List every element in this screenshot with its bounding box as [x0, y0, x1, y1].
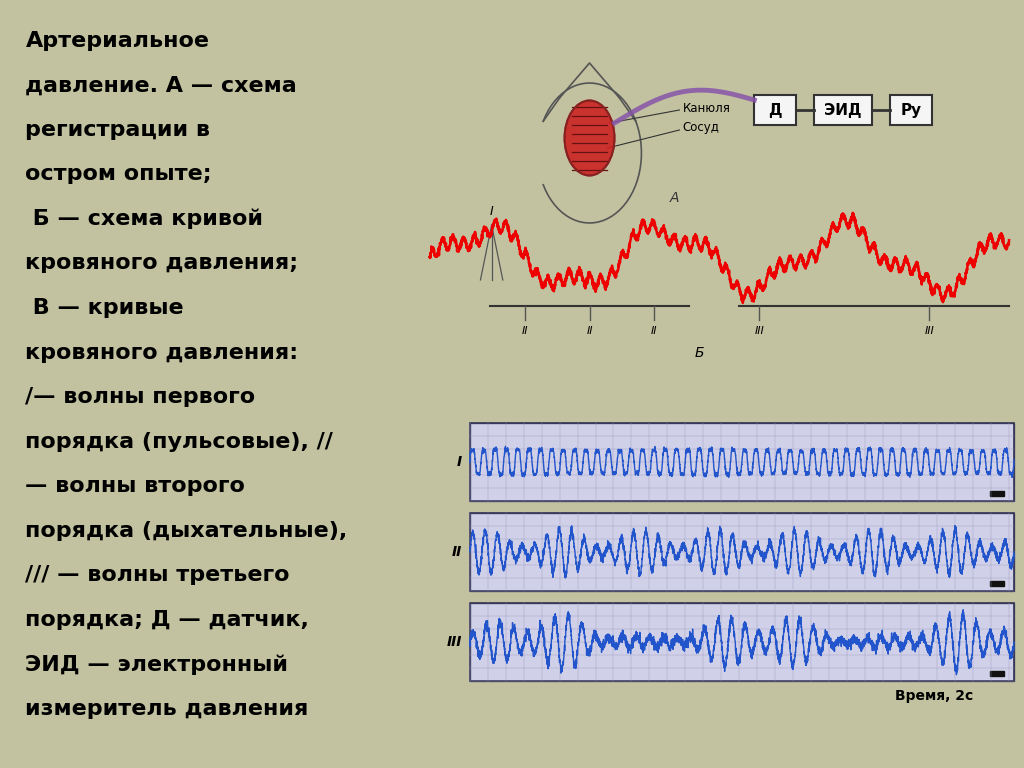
Text: остром опыте;: остром опыте;: [26, 164, 212, 184]
Bar: [470, 603, 1014, 681]
Text: порядка (пульсовые), //: порядка (пульсовые), //: [26, 432, 334, 452]
Text: Б — схема кривой: Б — схема кривой: [26, 209, 263, 230]
Text: /// — волны третьего: /// — волны третьего: [26, 565, 290, 585]
Text: Время, 2с: Время, 2с: [895, 689, 973, 703]
Bar: [755, 95, 797, 125]
Bar: [990, 491, 1004, 496]
Text: порядка; Д — датчик,: порядка; Д — датчик,: [26, 610, 309, 630]
Text: регистрации в: регистрации в: [26, 120, 211, 140]
Text: давление. А — схема: давление. А — схема: [26, 75, 297, 95]
Text: Ру: Ру: [900, 102, 922, 118]
Bar: [990, 671, 1004, 676]
Bar: [470, 423, 1014, 501]
Text: I: I: [457, 455, 462, 469]
Text: II: II: [452, 545, 462, 559]
Text: II: II: [651, 326, 657, 336]
Bar: [470, 603, 1014, 681]
Text: кровяного давления;: кровяного давления;: [26, 253, 299, 273]
Bar: [470, 513, 1014, 591]
Text: ЭИД — электронный: ЭИД — электронный: [26, 654, 289, 675]
Text: А: А: [670, 191, 679, 205]
Text: II: II: [521, 326, 527, 336]
Text: порядка (дыхательные),: порядка (дыхательные),: [26, 521, 348, 541]
Text: измеритель давления: измеритель давления: [26, 699, 309, 719]
Text: Канюля: Канюля: [682, 101, 730, 114]
Text: Б: Б: [694, 346, 705, 360]
Text: I: I: [489, 205, 494, 218]
Text: III: III: [925, 326, 934, 336]
Text: II: II: [587, 326, 593, 336]
Text: ЭИД: ЭИД: [824, 102, 862, 118]
Text: В — кривые: В — кривые: [26, 298, 184, 318]
Text: III: III: [755, 326, 764, 336]
Bar: [890, 95, 932, 125]
Text: Сосуд: Сосуд: [682, 121, 719, 134]
Text: /— волны первого: /— волны первого: [26, 387, 256, 407]
Text: Д: Д: [769, 102, 782, 118]
Text: III: III: [446, 635, 462, 649]
Bar: [470, 423, 1014, 501]
Text: кровяного давления:: кровяного давления:: [26, 343, 299, 362]
Bar: [990, 581, 1004, 586]
Bar: [814, 95, 872, 125]
Ellipse shape: [564, 101, 614, 176]
Text: — волны второго: — волны второго: [26, 476, 246, 496]
Text: Артериальное: Артериальное: [26, 31, 210, 51]
Bar: [470, 513, 1014, 591]
